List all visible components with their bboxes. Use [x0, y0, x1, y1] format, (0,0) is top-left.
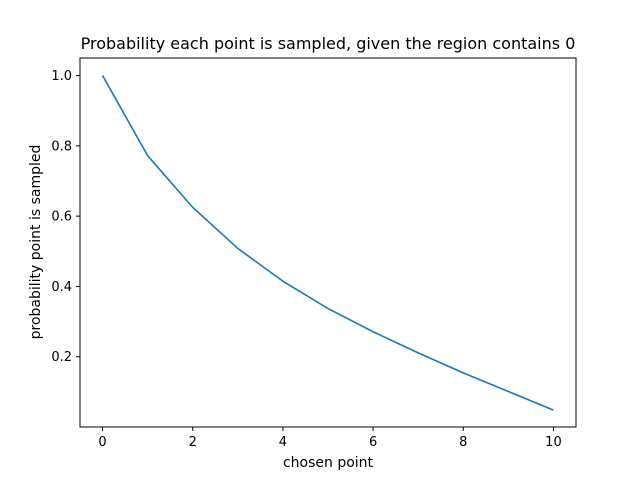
y-tick-label: 1.0: [51, 69, 72, 84]
chart-title: Probability each point is sampled, given…: [81, 34, 576, 53]
y-axis: 0.2 0.4 0.6 0.8 1.0: [51, 69, 80, 365]
x-tick-label: 10: [545, 435, 562, 450]
plot-area: [101, 75, 554, 411]
y-tick-label: 0.2: [51, 350, 72, 365]
x-tick-label: 4: [279, 435, 287, 450]
x-axis-label: chosen point: [283, 455, 374, 471]
y-tick-label: 0.4: [51, 280, 72, 295]
x-tick-label: 2: [189, 435, 197, 450]
y-tick-label: 0.6: [51, 210, 72, 225]
plot-frame: [79, 57, 577, 428]
x-tick-label: 6: [369, 435, 377, 450]
x-tick-label: 8: [459, 435, 467, 450]
y-axis-label: probability point is sampled: [28, 145, 44, 340]
x-tick-label: 0: [98, 435, 106, 450]
series-line-0: [101, 75, 554, 411]
x-axis: 0 2 4 6 8 10: [98, 427, 562, 450]
y-tick-label: 0.8: [51, 139, 72, 154]
